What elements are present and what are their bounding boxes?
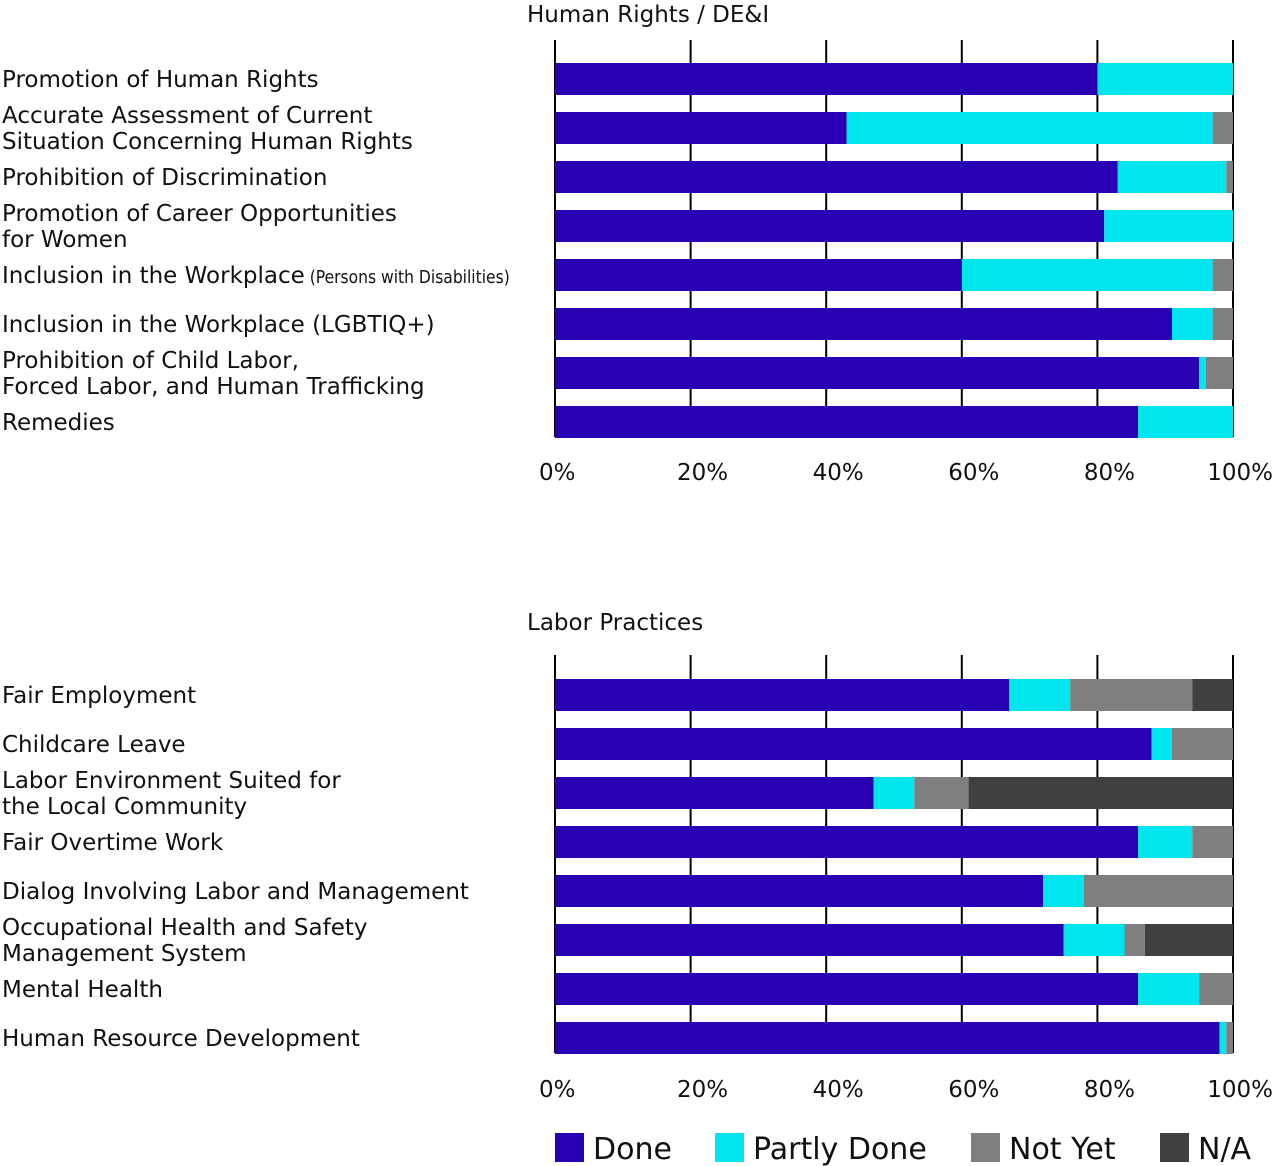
category-label-2-3: Labor Environment Suited for xyxy=(2,768,341,794)
category-label-2-8: Human Resource Development xyxy=(2,1026,360,1052)
bar-partly-done-2-7 xyxy=(1138,973,1200,1005)
tick-label-2-2: 40% xyxy=(813,1077,864,1103)
category-label-2-1: Fair Employment xyxy=(2,683,196,709)
category-label-1-7: Forced Labor, and Human Trafficking xyxy=(2,374,425,400)
bar-done-2-8 xyxy=(555,1022,1220,1054)
bar-done-2-1 xyxy=(555,679,1010,711)
bar-partly-done-1-7 xyxy=(1199,357,1206,389)
bar-done-2-2 xyxy=(555,728,1152,760)
category-label-1-4: for Women xyxy=(2,227,128,253)
bar-partly-done-1-4 xyxy=(1104,210,1233,242)
bar-partly-done-1-2 xyxy=(846,112,1213,144)
bar-not-yet-2-1 xyxy=(1070,679,1193,711)
bar-partly-done-2-6 xyxy=(1063,924,1125,956)
bar-partly-done-1-3 xyxy=(1117,161,1227,193)
bar-partly-done-2-2 xyxy=(1151,728,1172,760)
category-label-2-6: Management System xyxy=(2,941,247,967)
bar-n-a-2-1 xyxy=(1192,679,1233,711)
tick-label-2-0: 0% xyxy=(539,1077,576,1103)
bar-partly-done-1-1 xyxy=(1097,63,1233,95)
category-label-1-8: Remedies xyxy=(2,410,115,436)
bar-done-2-5 xyxy=(555,875,1044,907)
bar-done-1-5 xyxy=(555,259,962,291)
tick-label-2-1: 20% xyxy=(677,1077,728,1103)
bar-partly-done-2-3 xyxy=(873,777,915,809)
tick-label-1-1: 20% xyxy=(677,460,728,486)
category-label-2-7: Mental Health xyxy=(2,977,163,1003)
chart-title-2: Labor Practices xyxy=(527,610,703,636)
bar-done-1-1 xyxy=(555,63,1098,95)
bar-partly-done-2-4 xyxy=(1138,826,1193,858)
category-label-2-3: the Local Community xyxy=(2,794,247,820)
bar-n-a-2-6 xyxy=(1144,924,1233,956)
category-label-1-5: Inclusion in the Workplace (Persons with… xyxy=(2,263,510,289)
bar-done-1-6 xyxy=(555,308,1172,340)
bar-done-2-6 xyxy=(555,924,1064,956)
bar-done-1-2 xyxy=(555,112,847,144)
legend-swatch-2 xyxy=(715,1133,744,1162)
bar-done-1-3 xyxy=(555,161,1118,193)
category-label-1-2: Situation Concerning Human Rights xyxy=(2,129,413,155)
bar-partly-done-1-8 xyxy=(1138,406,1233,438)
bar-done-2-3 xyxy=(555,777,874,809)
bar-not-yet-1-3 xyxy=(1226,161,1233,193)
bar-not-yet-2-7 xyxy=(1199,973,1233,1005)
bar-n-a-2-3 xyxy=(968,777,1233,809)
bar-partly-done-1-6 xyxy=(1171,308,1213,340)
tick-label-1-3: 60% xyxy=(948,460,999,486)
legend-swatch-4 xyxy=(1160,1133,1189,1162)
bar-not-yet-2-5 xyxy=(1083,875,1233,907)
legend-label-2: Partly Done xyxy=(753,1132,927,1166)
tick-label-2-5: 100% xyxy=(1207,1077,1273,1103)
category-label-2-4: Fair Overtime Work xyxy=(2,830,224,856)
tick-label-1-5: 100% xyxy=(1207,460,1273,486)
legend-swatch-3 xyxy=(971,1133,1000,1162)
tick-label-2-4: 80% xyxy=(1084,1077,1135,1103)
bar-done-1-8 xyxy=(555,406,1139,438)
bar-partly-done-2-1 xyxy=(1009,679,1071,711)
bar-not-yet-2-2 xyxy=(1171,728,1233,760)
category-label-2-6: Occupational Health and Safety xyxy=(2,915,368,941)
chart-title-1: Human Rights / DE&I xyxy=(527,2,769,28)
bar-not-yet-2-4 xyxy=(1192,826,1233,858)
bar-partly-done-2-8 xyxy=(1219,1022,1227,1054)
bar-partly-done-1-5 xyxy=(961,259,1213,291)
legend-label-3: Not Yet xyxy=(1009,1132,1116,1166)
legend-label-1: Done xyxy=(593,1132,672,1166)
bar-not-yet-2-3 xyxy=(914,777,969,809)
category-label-1-7: Prohibition of Child Labor, xyxy=(2,348,299,374)
category-label-2-2: Childcare Leave xyxy=(2,732,186,758)
category-label-2-5: Dialog Involving Labor and Management xyxy=(2,879,469,905)
bar-done-2-7 xyxy=(555,973,1139,1005)
bar-not-yet-1-6 xyxy=(1212,308,1233,340)
bar-partly-done-2-5 xyxy=(1043,875,1084,907)
tick-label-2-3: 60% xyxy=(948,1077,999,1103)
tick-label-1-4: 80% xyxy=(1084,460,1135,486)
category-label-1-3: Prohibition of Discrimination xyxy=(2,165,327,191)
bar-not-yet-1-7 xyxy=(1205,357,1233,389)
category-label-suffix: (Persons with Disabilities) xyxy=(305,267,510,288)
bar-not-yet-1-5 xyxy=(1212,259,1233,291)
bar-not-yet-2-8 xyxy=(1226,1022,1233,1054)
bar-done-1-7 xyxy=(555,357,1200,389)
tick-label-1-0: 0% xyxy=(539,460,576,486)
bar-not-yet-1-2 xyxy=(1212,112,1233,144)
bar-not-yet-2-6 xyxy=(1124,924,1145,956)
tick-label-1-2: 40% xyxy=(813,460,864,486)
category-label-1-1: Promotion of Human Rights xyxy=(2,67,319,93)
bar-done-1-4 xyxy=(555,210,1105,242)
legend-swatch-1 xyxy=(555,1133,584,1162)
category-label-1-2: Accurate Assessment of Current xyxy=(2,103,372,129)
category-label-1-6: Inclusion in the Workplace (LGBTIQ+) xyxy=(2,312,435,338)
category-label-1-4: Promotion of Career Opportunities xyxy=(2,201,397,227)
legend-label-4: N/A xyxy=(1198,1132,1252,1166)
bar-done-2-4 xyxy=(555,826,1139,858)
